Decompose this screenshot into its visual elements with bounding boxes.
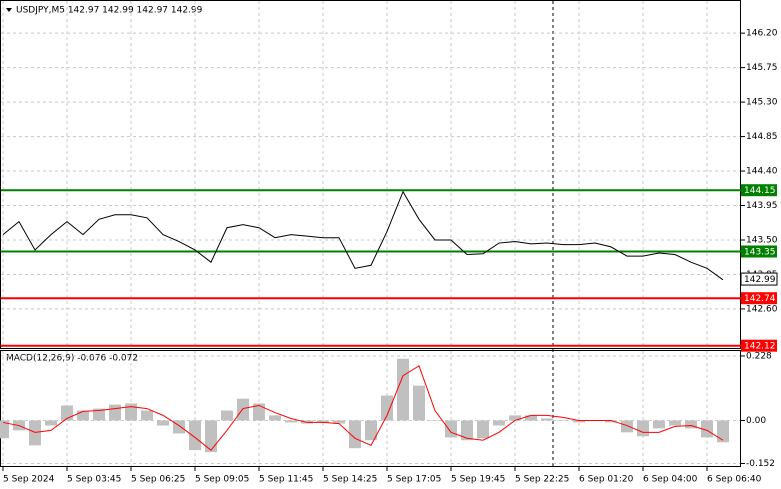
x-tick-label: 6 Sep 04:00 bbox=[643, 475, 698, 485]
histogram-bar bbox=[237, 398, 249, 421]
histogram-bar bbox=[253, 403, 265, 421]
level-label-box bbox=[741, 339, 777, 352]
histogram-bar bbox=[381, 395, 393, 421]
histogram-bar bbox=[365, 420, 377, 441]
histogram-bar bbox=[413, 385, 425, 421]
x-tick-label: 5 Sep 17:05 bbox=[387, 475, 441, 485]
y-tick-label: 0.00 bbox=[746, 416, 766, 426]
histogram-bar bbox=[157, 420, 169, 426]
histogram-bar bbox=[573, 420, 585, 423]
x-tick-label: 5 Sep 22:25 bbox=[515, 475, 569, 485]
y-tick-label: 142.60 bbox=[746, 304, 778, 314]
histogram-bar bbox=[349, 420, 361, 449]
histogram-bar bbox=[285, 420, 297, 423]
histogram-bar bbox=[669, 420, 681, 426]
histogram-bar bbox=[205, 420, 217, 453]
histogram-bar bbox=[189, 420, 201, 451]
x-tick-label: 5 Sep 03:45 bbox=[67, 475, 121, 485]
level-label: 144.15 bbox=[744, 186, 776, 196]
x-tick-label: 5 Sep 14:25 bbox=[323, 475, 377, 485]
chart-title: USDJPY,M5 142.97 142.99 142.97 142.99 bbox=[16, 6, 203, 16]
histogram-bar bbox=[397, 358, 409, 421]
x-tick-label: 5 Sep 19:45 bbox=[451, 475, 505, 485]
current-price-label: 142.99 bbox=[744, 275, 776, 285]
macd-title: MACD(12,26,9) -0.076 -0.072 bbox=[6, 354, 138, 364]
x-tick-label: 6 Sep 01:20 bbox=[579, 475, 634, 485]
histogram-bar bbox=[125, 403, 137, 421]
histogram-bar bbox=[0, 420, 9, 439]
level-label: 143.35 bbox=[744, 247, 776, 257]
histogram-bar bbox=[493, 420, 505, 426]
y-tick-label: 145.30 bbox=[746, 98, 778, 108]
y-tick-label: 144.85 bbox=[746, 132, 778, 142]
histogram-bar bbox=[701, 420, 713, 438]
histogram-bar bbox=[429, 420, 441, 421]
histogram-bar bbox=[653, 420, 665, 429]
level-label-box bbox=[741, 245, 777, 258]
histogram-bar bbox=[269, 415, 281, 421]
histogram-bar bbox=[685, 420, 697, 429]
level-label-box bbox=[741, 292, 777, 305]
histogram-bar bbox=[525, 415, 537, 421]
histogram-bar bbox=[621, 420, 633, 433]
histogram-bar bbox=[541, 418, 553, 421]
histogram-bar bbox=[717, 420, 729, 443]
histogram-bar bbox=[477, 420, 489, 439]
histogram-bar bbox=[45, 420, 57, 426]
macd-panel-frame bbox=[0, 350, 741, 467]
y-tick-label: 146.20 bbox=[746, 29, 778, 39]
x-tick-label: 5 Sep 11:45 bbox=[259, 475, 313, 485]
x-tick-label: 5 Sep 06:25 bbox=[131, 475, 185, 485]
histogram-bar bbox=[445, 420, 457, 438]
histogram-bar bbox=[221, 410, 233, 421]
histogram-bar bbox=[333, 420, 345, 424]
x-tick-label: 5 Sep 09:05 bbox=[195, 475, 249, 485]
histogram-bar bbox=[93, 408, 105, 421]
y-tick-label: -0.152 bbox=[746, 459, 775, 469]
histogram-bar bbox=[317, 420, 329, 423]
histogram-bar bbox=[461, 420, 473, 441]
histogram-bar bbox=[557, 420, 569, 421]
x-tick-label: 5 Sep 2024 bbox=[3, 475, 55, 485]
price-panel-frame bbox=[0, 0, 741, 349]
level-label: 142.74 bbox=[744, 294, 776, 304]
histogram-bar bbox=[109, 404, 121, 421]
y-tick-label: 145.75 bbox=[746, 63, 778, 73]
histogram-bar bbox=[141, 410, 153, 421]
dropdown-icon bbox=[6, 8, 12, 12]
y-tick-label: 0.228 bbox=[746, 351, 772, 361]
price-line bbox=[2, 190, 724, 281]
level-label: 142.12 bbox=[744, 342, 776, 352]
x-tick-label: 6 Sep 06:40 bbox=[707, 475, 762, 485]
signal-line bbox=[2, 365, 724, 451]
y-tick-label: 143.50 bbox=[746, 235, 778, 245]
histogram-bar bbox=[77, 410, 89, 421]
histogram-bar bbox=[509, 415, 521, 421]
y-tick-label: 144.40 bbox=[746, 167, 778, 177]
current-price-box bbox=[740, 272, 778, 286]
histogram-bar bbox=[605, 420, 617, 423]
level-label-box bbox=[741, 184, 777, 197]
histogram-bar bbox=[637, 420, 649, 437]
y-tick-label: 143.95 bbox=[746, 201, 778, 211]
histogram-bar bbox=[29, 420, 41, 446]
